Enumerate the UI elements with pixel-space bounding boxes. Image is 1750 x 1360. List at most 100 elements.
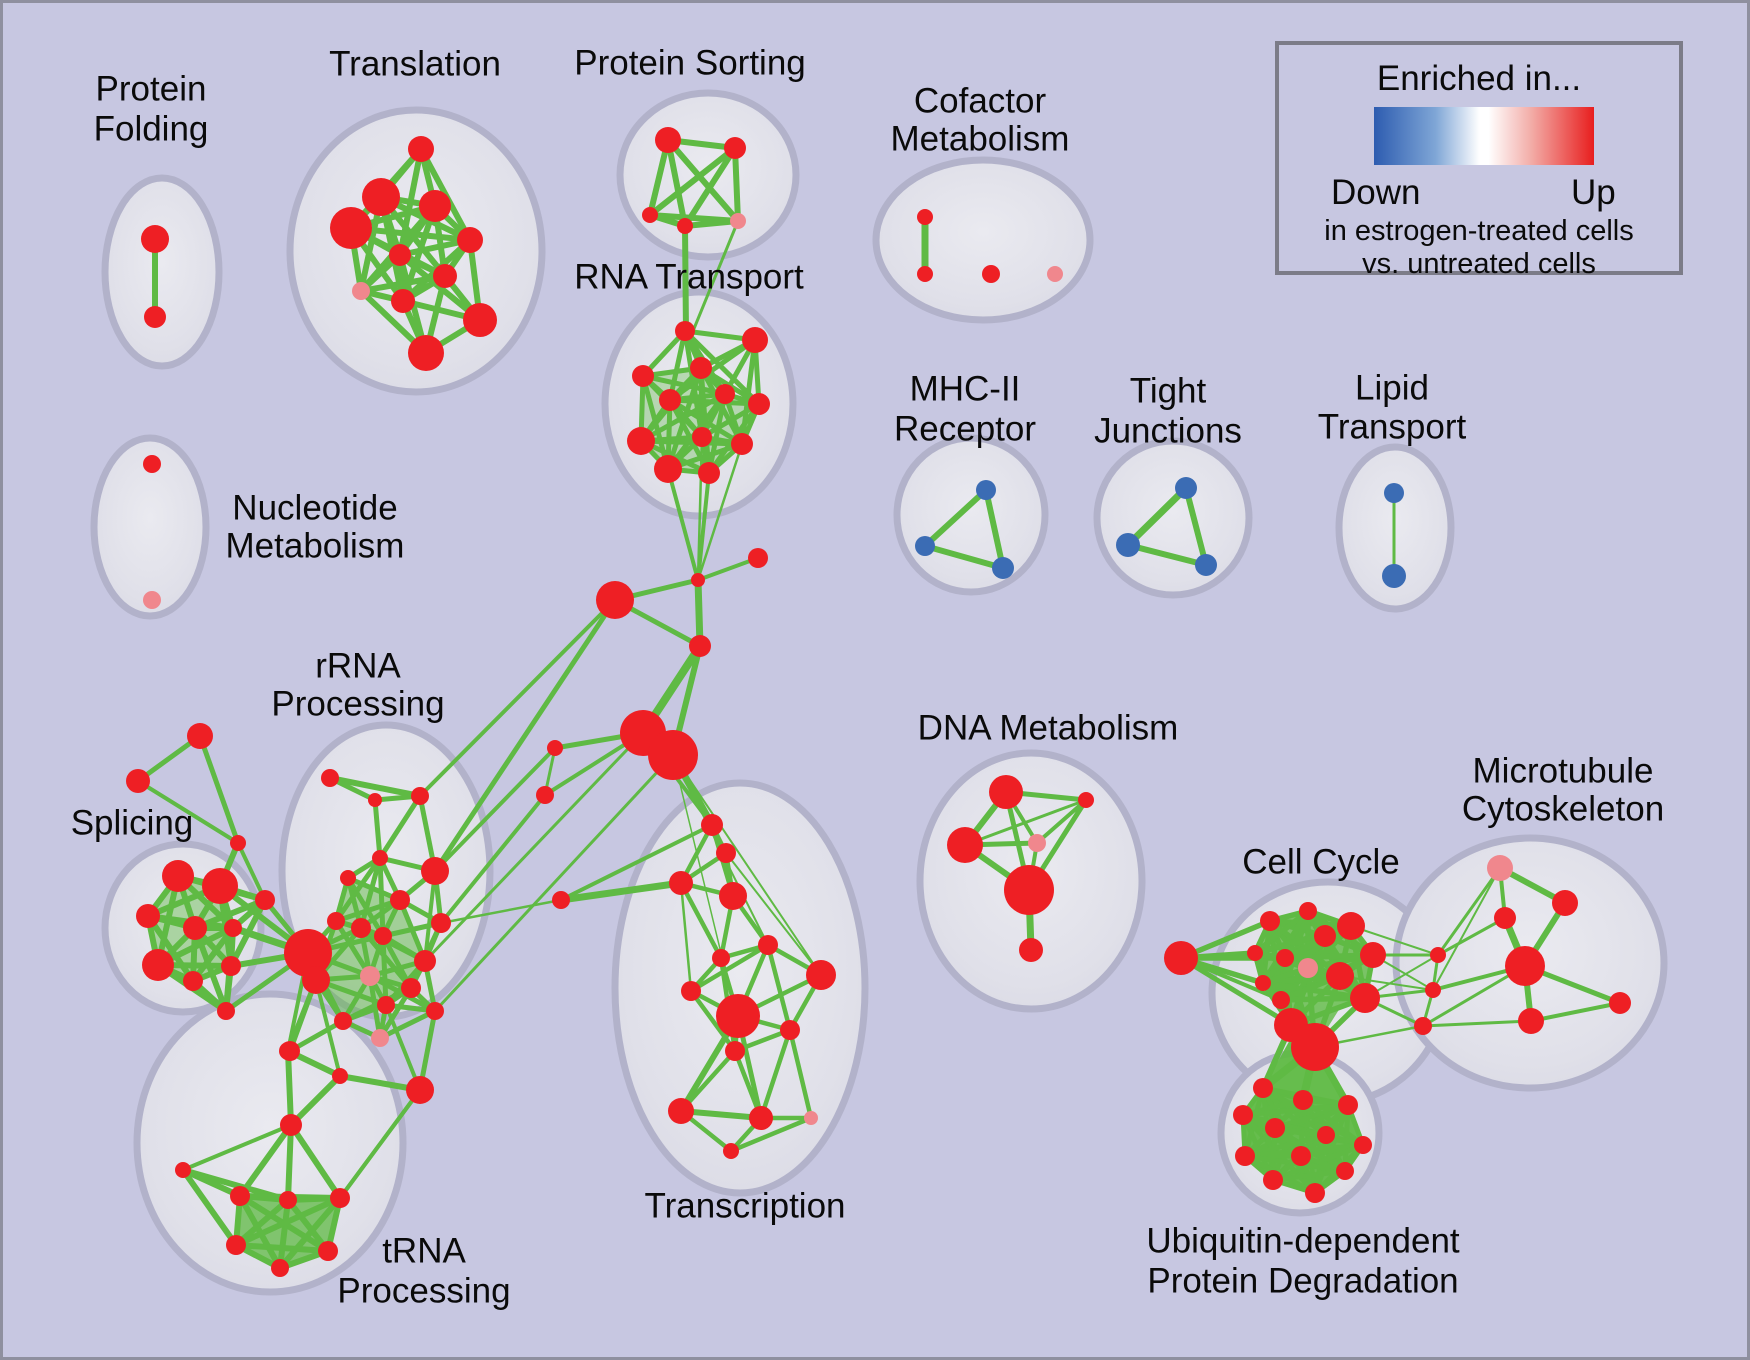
edge-protein-sorting [682,145,738,229]
gene-set-node-ubiquitin-degradation [1305,1183,1325,1203]
edge-connector [666,467,700,582]
edge-protein-sorting [665,137,741,224]
gene-set-node-transcription [668,1098,694,1124]
cluster-label-ubiquitin-degradation: Protein Degradation [1147,1261,1458,1300]
legend-gradient-bar [1374,107,1594,165]
cluster-label-microtubule-cytoskeleton: Microtubule [1473,751,1654,790]
edge-trna-processing [181,1123,293,1172]
edge-connector [672,754,762,1119]
edge-trna-processing [288,1073,343,1128]
gene-set-node-trna-processing [279,1042,297,1060]
gene-set-node-ubiquitin-degradation [1263,1170,1283,1190]
gene-set-node-dna-metabolism [1019,938,1043,962]
edge-transcription [728,1115,814,1154]
cluster-ellipse-protein-sorting [616,89,800,261]
gene-set-node-cell-cycle [1326,962,1354,990]
gene-set-node-rna-transport [627,427,655,455]
edge-rna-transport [706,391,728,476]
gene-set-node-transcription [552,891,570,909]
gene-set-node-splicing [183,916,207,940]
edge-connector [384,1003,422,1092]
gene-set-node-trna-processing [271,1259,289,1277]
gene-set-node-translation [457,227,483,253]
edge-trna-processing [285,1197,331,1254]
edge-rrna-processing [333,855,383,924]
gene-set-node-microtubule-cytoskeleton [1518,1008,1544,1034]
edge-rrna-processing [327,775,423,799]
edge-protein-sorting [665,137,688,229]
gene-set-node-rna-transport [742,327,768,353]
edge-rna-transport [667,328,688,403]
legend-box: Enriched in... Down Up in estrogen-treat… [1275,41,1683,280]
gene-set-node-translation [389,244,411,266]
cluster-label-tight-junctions: Tight [1130,371,1207,410]
cluster-label-nucleotide-metabolism: Metabolism [226,526,405,565]
gene-set-node-protein-folding [144,306,166,328]
gene-set-node-cell-cycle [1276,949,1294,967]
cluster-label-cell-cycle: Cell Cycle [1242,842,1400,881]
edge-rrna-processing [333,897,403,924]
gene-set-node-rrna-processing [401,978,421,998]
edge-microtubule-cytoskeleton [1436,866,1502,957]
gene-set-node-rrna-processing [334,1012,352,1030]
gene-set-node-transcription [681,981,701,1001]
edge-microtubule-cytoskeleton [1436,916,1507,957]
edge-trna-processing [237,1122,294,1199]
gene-set-node-rrna-processing [431,913,451,933]
gene-set-node-connectors [689,635,711,657]
gene-set-node-rrna-processing [351,918,371,938]
edge-rrna-processing [377,1008,438,1041]
edge-transcription [678,880,724,961]
edge-cell-cycle [1260,980,1368,1001]
gene-set-node-rna-transport [659,389,681,411]
gene-set-node-transcription [749,1106,773,1130]
gene-set-node-cell-cycle [1260,911,1280,931]
gene-set-node-splicing [221,956,241,976]
cluster-ellipse-cofactor-metabolism [872,156,1094,324]
edge-connector [418,598,617,798]
gene-set-node-cell-cycle [1291,1023,1339,1071]
edge-mhc-ii-receptor [922,543,1006,571]
gene-set-node-mhc-ii-receptor [915,536,935,556]
edge-connector [439,898,563,925]
cluster-label-rna-transport: RNA Transport [574,257,804,296]
edge-trna-processing [233,1242,331,1254]
edge-transcription [758,1027,793,1121]
edge-connector [682,223,689,336]
gene-set-node-trna-processing [226,1235,246,1255]
edge-microtubule-cytoskeleton [1432,867,1501,991]
gene-set-node-rrna-processing [360,966,380,986]
edge-rrna-processing [287,1018,346,1054]
cluster-label-protein-sorting: Protein Sorting [574,43,806,82]
cluster-label-mhc-ii-receptor: MHC-II [910,369,1021,408]
gene-set-node-rrna-processing [421,857,449,885]
gene-set-node-translation [352,282,370,300]
gene-set-node-rrna-processing [284,929,332,977]
edge-translation [358,273,448,294]
gene-set-node-translation [463,303,497,337]
gene-set-node-translation [433,264,457,288]
edge-transcription [787,1027,814,1121]
cluster-ellipse-nucleotide-metabolism [90,434,210,620]
legend-subtitle-line2: vs. untreated cells [1362,248,1596,280]
edge-splicing [190,925,236,984]
gene-set-node-dna-metabolism [1004,865,1054,915]
cluster-ellipse-mhc-ii-receptor [893,434,1049,596]
edge-transcription [678,1048,738,1114]
cluster-label-nucleotide-metabolism: Nucleotide [232,488,397,527]
gene-set-node-ubiquitin-degradation [1338,1095,1358,1115]
edge-connector [679,881,693,993]
gene-set-node-rna-transport [690,357,712,379]
cluster-label-dna-metabolism: DNA Metabolism [918,708,1179,747]
cluster-label-cofactor-metabolism: Cofactor [914,81,1047,120]
gene-set-node-rna-transport [715,384,735,404]
gene-set-node-rna-transport [675,321,695,341]
edge-trna-processing [233,1197,291,1248]
gene-set-node-rna-transport [731,433,753,455]
cluster-label-protein-folding: Protein [96,69,207,108]
gene-set-node-microtubule-cytoskeleton [1505,946,1545,986]
gene-set-node-transcription [780,1020,800,1040]
edge-trna-processing [277,1195,343,1271]
gene-set-node-transcription [758,935,778,955]
